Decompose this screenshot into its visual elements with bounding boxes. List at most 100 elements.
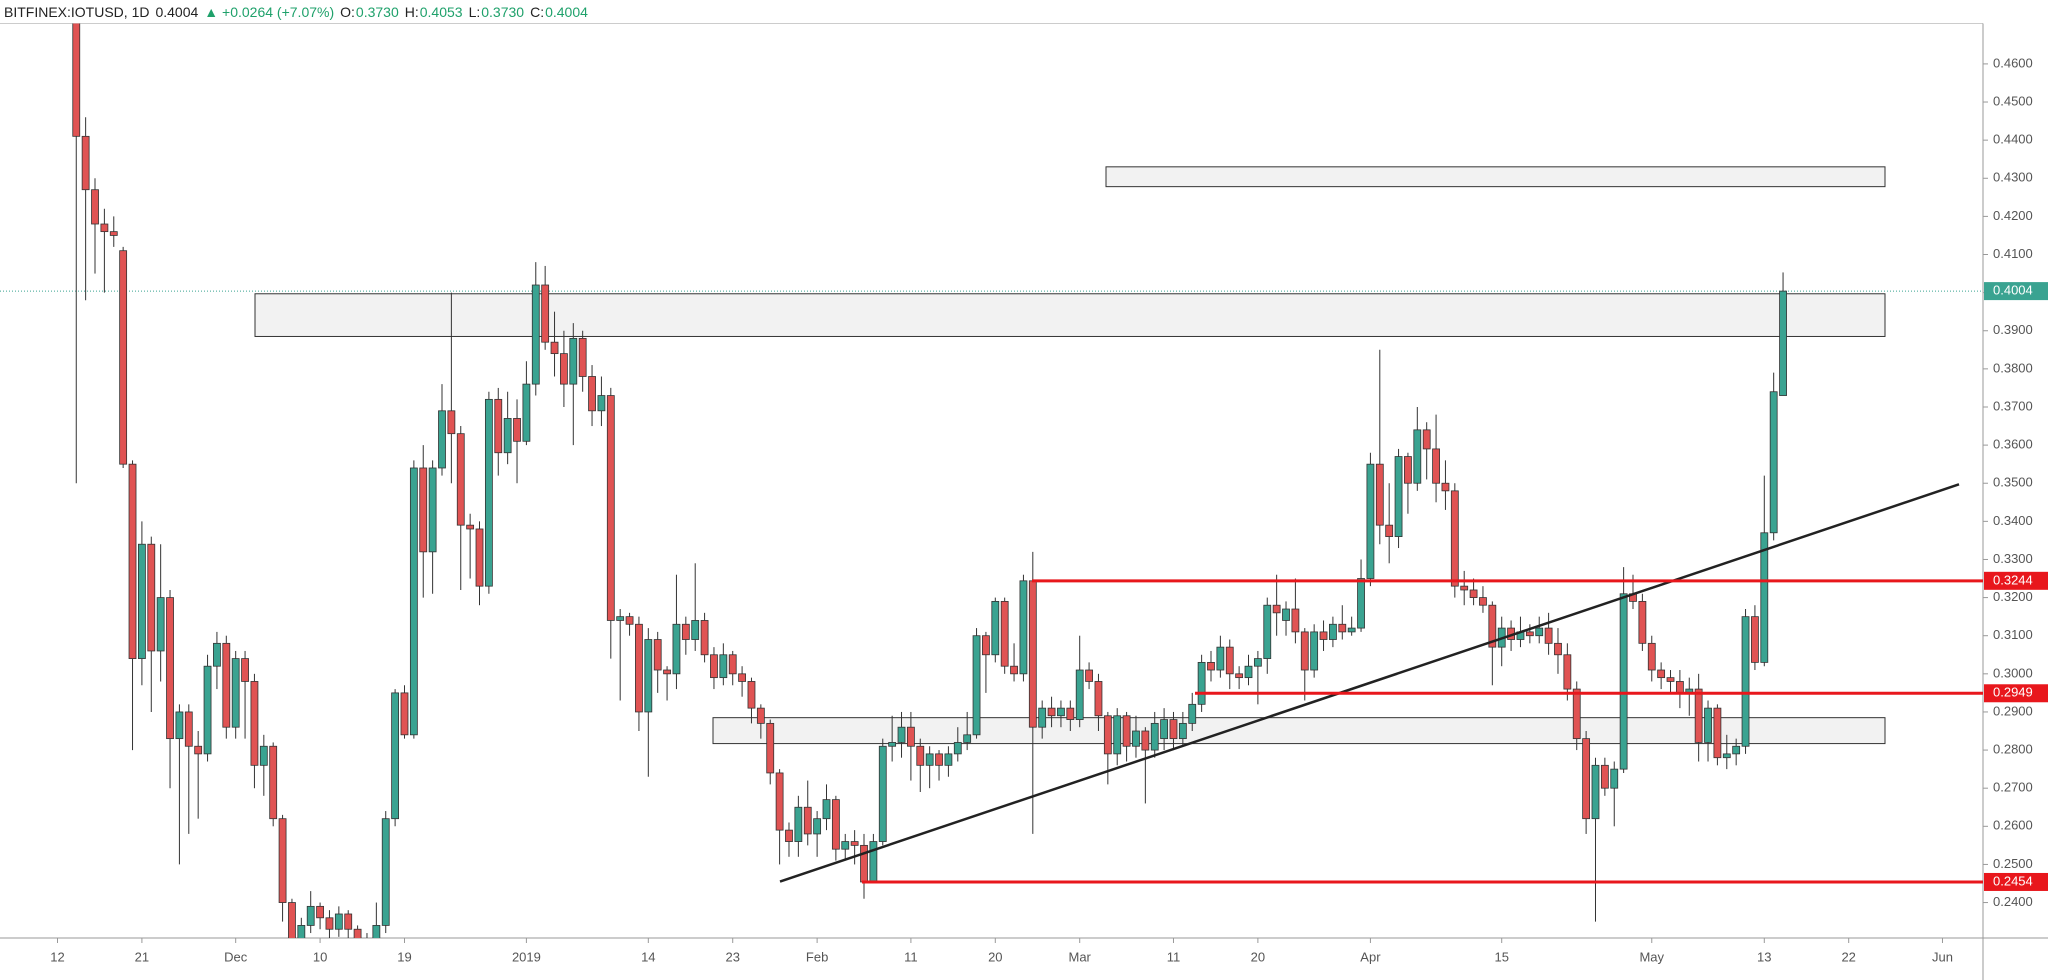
candle-body	[597, 395, 606, 412]
candle-body	[831, 799, 840, 850]
candle-body	[982, 635, 990, 656]
candle-body	[972, 635, 981, 736]
y-tick-label: 0.3400	[1993, 513, 2033, 528]
candle-body	[1479, 597, 1487, 606]
y-tick-label: 0.3200	[1993, 589, 2033, 604]
candle-body	[766, 722, 775, 774]
x-tick-label: 21	[135, 949, 149, 964]
level-label-bg	[1984, 684, 2048, 703]
candle-body	[1103, 715, 1112, 755]
candle-body	[1732, 745, 1741, 755]
candle-body	[1488, 604, 1497, 648]
candle-body	[850, 841, 859, 846]
level-label: 0.2949	[1993, 685, 2033, 700]
candle-body	[306, 905, 315, 926]
y-tick-label: 0.4400	[1993, 132, 2033, 147]
candle-body	[803, 806, 812, 835]
candle-body	[1010, 665, 1018, 675]
candle-body	[1432, 448, 1440, 484]
level-label-bg	[1984, 872, 2048, 891]
candle-body	[484, 398, 493, 587]
candle-body	[1554, 642, 1562, 656]
y-tick-label: 0.2400	[1993, 894, 2033, 909]
candle-body	[560, 353, 568, 385]
y-tick-label: 0.3900	[1993, 322, 2033, 337]
candle-body	[663, 669, 671, 675]
x-tick-label: 12	[50, 949, 64, 964]
candle-body	[1647, 642, 1656, 671]
candle-body	[1122, 715, 1131, 747]
candle-body	[1535, 627, 1544, 637]
y-tick-label: 0.2900	[1993, 703, 2033, 718]
candle-body	[297, 925, 306, 938]
candle-body	[710, 654, 718, 679]
candle-body	[1150, 722, 1159, 751]
candle-body	[400, 692, 409, 736]
candle-body	[1197, 661, 1206, 705]
candle-body	[213, 642, 221, 667]
candle-body	[1760, 532, 1769, 663]
candle-body	[1225, 646, 1234, 675]
candle-body	[325, 917, 334, 930]
x-tick-label: 11	[904, 949, 918, 964]
candle-body	[813, 818, 822, 835]
trendline	[779, 483, 1960, 883]
candle-body	[1385, 524, 1394, 537]
price: 0.4004	[155, 4, 199, 20]
candle-body	[1113, 715, 1122, 755]
y-tick-label: 0.4300	[1993, 170, 2033, 185]
candle-body	[344, 913, 353, 930]
candle-body	[1404, 456, 1412, 484]
x-tick-label: Feb	[806, 949, 828, 964]
candle-body	[222, 642, 231, 728]
candle-body	[738, 673, 746, 682]
x-tick-label: 20	[988, 949, 1002, 964]
x-tick-label: 13	[1757, 949, 1771, 964]
candle-body	[588, 376, 596, 412]
candle-body	[747, 681, 756, 709]
candle-body	[1675, 681, 1684, 694]
candle-body	[625, 616, 634, 625]
candle-body	[522, 383, 531, 442]
x-tick-label: 23	[725, 949, 739, 964]
y-tick-label: 0.2500	[1993, 856, 2033, 871]
candle-body	[991, 600, 1000, 656]
candle-body	[1666, 677, 1675, 682]
ohlc-label: O:	[340, 4, 355, 20]
candle-body	[578, 337, 587, 377]
y-tick-label: 0.3600	[1993, 437, 2033, 452]
candle-body	[944, 753, 953, 766]
candle-body	[672, 623, 681, 675]
candle-body	[166, 597, 174, 740]
candle-body	[541, 284, 550, 343]
candle-body	[1638, 600, 1647, 644]
candle-body	[1300, 631, 1309, 671]
candle-body	[250, 681, 259, 766]
change: ▲ +0.0264 (+7.07%)	[204, 4, 335, 20]
y-tick-label: 0.2700	[1993, 780, 2033, 795]
candle-body	[1038, 707, 1047, 728]
candle-body	[447, 410, 456, 435]
candle-body	[616, 616, 625, 621]
candle-body	[1235, 673, 1244, 679]
candle-body	[119, 250, 128, 465]
symbol: BITFINEX:IOTUSD, 1D	[4, 4, 150, 20]
candle-body	[1422, 429, 1431, 450]
candle-body	[466, 524, 475, 530]
candle-body	[897, 726, 906, 743]
candle-body	[72, 23, 81, 137]
ohlc-label: C:	[530, 4, 545, 20]
x-tick-label: Dec	[224, 949, 248, 964]
candle-body	[1347, 627, 1356, 633]
candle-body	[1216, 646, 1225, 671]
candle-body	[138, 543, 146, 659]
candle-body	[1375, 463, 1384, 526]
candle-body	[700, 620, 709, 656]
candle-body	[841, 841, 850, 850]
x-tick-label: 2019	[512, 949, 541, 964]
candle-body	[1253, 658, 1262, 667]
candle-body	[1028, 580, 1037, 728]
candle-body	[109, 231, 118, 236]
candle-body	[184, 711, 193, 747]
